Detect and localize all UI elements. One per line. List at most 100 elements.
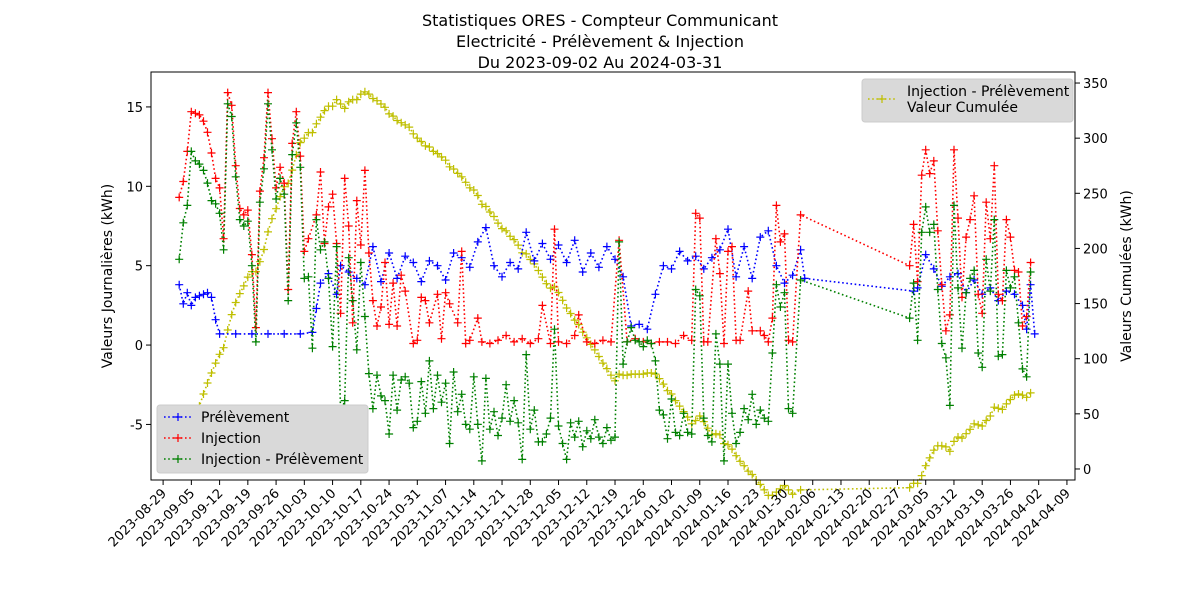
- data-point: [364, 90, 373, 99]
- data-point: [1006, 283, 1015, 292]
- data-point: [340, 396, 349, 405]
- data-point: [522, 249, 531, 258]
- data-point: [175, 280, 184, 289]
- legend-marker-sample: [174, 413, 182, 421]
- y-right-tick-label: 350: [1083, 77, 1108, 92]
- data-point: [651, 370, 660, 379]
- data-point: [695, 214, 704, 223]
- data-point: [457, 247, 466, 256]
- data-point: [929, 156, 938, 165]
- data-point: [578, 328, 587, 337]
- data-point: [300, 274, 309, 283]
- data-point: [481, 202, 490, 211]
- data-point: [272, 204, 281, 213]
- data-point: [796, 210, 805, 219]
- data-point: [449, 368, 458, 376]
- data-point: [328, 342, 337, 351]
- data-point: [671, 339, 680, 348]
- data-point: [453, 169, 462, 178]
- data-point: [962, 288, 971, 297]
- data-point: [485, 208, 494, 216]
- data-point: [425, 143, 434, 151]
- data-point: [1026, 258, 1035, 267]
- data-point: [518, 455, 527, 464]
- data-point: [1002, 266, 1011, 275]
- data-point: [227, 101, 236, 110]
- data-point: [421, 296, 430, 305]
- data-point: [211, 199, 220, 208]
- data-point: [296, 329, 305, 338]
- data-point: [703, 431, 712, 440]
- data-point: [732, 272, 741, 281]
- data-point: [598, 336, 607, 345]
- data-point: [526, 339, 535, 348]
- data-point: [368, 296, 377, 305]
- data-point: [732, 439, 741, 448]
- data-point: [756, 480, 765, 489]
- data-point: [401, 287, 410, 296]
- data-point: [659, 261, 668, 270]
- data-point: [615, 237, 624, 246]
- data-point: [675, 247, 684, 256]
- data-point: [397, 271, 406, 280]
- data-point: [235, 215, 244, 224]
- data-point: [510, 235, 519, 244]
- data-point: [457, 172, 466, 181]
- data-point: [477, 456, 486, 465]
- data-point: [377, 100, 385, 108]
- data-point: [756, 233, 765, 242]
- data-point: [570, 316, 579, 325]
- data-point: [538, 301, 547, 310]
- data-point: [740, 404, 749, 413]
- data-point: [494, 431, 502, 440]
- data-point: [788, 409, 797, 418]
- data-point: [469, 186, 478, 194]
- data-point: [288, 150, 297, 159]
- data-point: [760, 331, 769, 340]
- data-point: [264, 99, 272, 108]
- data-point: [211, 174, 220, 183]
- data-point: [421, 409, 430, 418]
- data-point: [247, 329, 256, 338]
- data-point: [921, 145, 930, 154]
- data-point: [191, 293, 200, 302]
- data-point: [316, 113, 325, 122]
- chart-title-line-3: Du 2023-09-02 Au 2024-03-31: [478, 53, 723, 72]
- data-point: [393, 406, 402, 415]
- data-point: [695, 291, 704, 300]
- y-left-tick-label: 15: [126, 101, 143, 116]
- data-point: [526, 425, 535, 434]
- y-right-tick-label: 250: [1083, 187, 1108, 202]
- data-point: [598, 359, 607, 368]
- data-point: [570, 331, 579, 340]
- data-point: [744, 415, 753, 424]
- data-point: [243, 273, 252, 282]
- data-point: [699, 414, 708, 423]
- data-point: [393, 322, 402, 330]
- data-point: [691, 416, 700, 425]
- data-point: [998, 350, 1007, 359]
- data-point: [183, 201, 192, 210]
- data-point: [437, 152, 446, 161]
- data-point: [211, 359, 220, 368]
- data-point: [566, 418, 575, 427]
- data-point: [546, 339, 555, 348]
- y-axis-left-label: Valeurs Journalières (kWh): [100, 184, 116, 368]
- data-point: [925, 228, 934, 237]
- data-point: [251, 267, 260, 276]
- data-point: [502, 226, 511, 235]
- data-point: [562, 339, 571, 348]
- data-point: [215, 183, 224, 192]
- data-point: [320, 237, 329, 246]
- data-point: [336, 309, 345, 318]
- data-point: [385, 109, 394, 118]
- data-point: [292, 107, 301, 116]
- data-point: [368, 404, 377, 413]
- data-point: [1030, 329, 1039, 338]
- data-point: [990, 161, 999, 170]
- data-point: [776, 303, 785, 311]
- data-point: [264, 88, 272, 97]
- data-point: [514, 241, 523, 250]
- data-point: [348, 318, 357, 327]
- data-point: [772, 261, 781, 270]
